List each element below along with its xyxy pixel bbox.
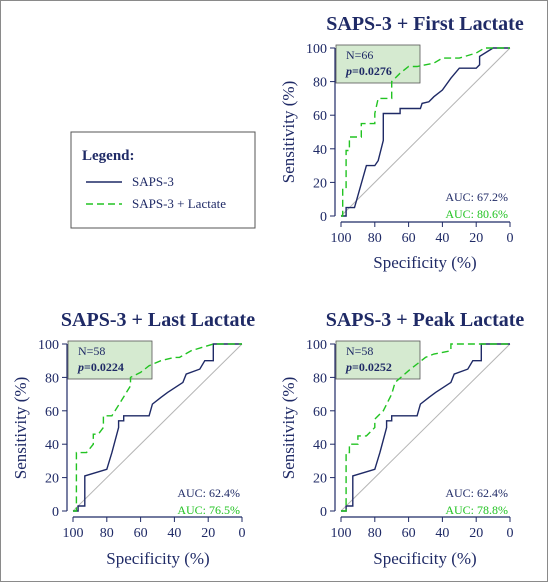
auc-saps3-lactate: AUC: 80.6% [445,207,508,221]
auc-saps3-lactate: AUC: 78.8% [445,503,508,517]
y-tick-label: 100 [38,338,59,353]
auc-saps3: AUC: 67.2% [445,190,508,204]
y-axis-label: Sensitivity (%) [279,81,298,183]
x-axis-label: Specificity (%) [373,253,476,272]
y-tick-label: 20 [45,472,59,487]
stat-box [67,340,153,380]
x-tick-label: 100 [331,526,352,541]
x-tick-label: 0 [239,526,246,541]
auc-saps3-lactate: AUC: 76.5% [177,503,240,517]
x-tick-label: 40 [435,526,449,541]
p-value-label: p=0.0224 [77,360,124,374]
y-axis-label: Sensitivity (%) [279,377,298,479]
x-tick-label: 20 [469,526,483,541]
p-value: =0.0224 [84,360,124,374]
p-value-label: p=0.0252 [345,360,392,374]
chart-title: SAPS-3 + First Lactate [326,13,524,35]
legend-title: Legend: [82,148,135,164]
x-tick-label: 20 [201,526,215,541]
y-tick-label: 60 [45,405,59,420]
y-tick-label: 100 [306,338,327,353]
x-tick-label: 80 [368,231,382,246]
y-tick-label: 0 [52,505,59,520]
legend-label-saps3-lactate: SAPS-3 + Lactate [132,196,226,211]
n-label: N=66 [346,48,373,62]
y-tick-label: 20 [313,176,327,191]
y-tick-label: 80 [313,76,327,91]
p-symbol: p [77,360,84,374]
diagonal-reference-line [72,343,243,512]
diagonal-reference-line [340,343,511,512]
auc-saps3: AUC: 62.4% [445,486,508,500]
x-tick-label: 100 [331,231,352,246]
p-symbol: p [345,64,352,78]
chart-first-lactate: SAPS-3 + First Lactate Specificity (%) S… [279,13,524,272]
roc-line-saps3-lactate [341,47,510,217]
legend: Legend: SAPS-3 SAPS-3 + Lactate [70,131,256,229]
x-tick-label: 100 [63,526,84,541]
y-tick-label: 100 [306,42,327,57]
stat-box [335,44,421,84]
y-tick-label: 40 [313,438,327,453]
x-tick-label: 60 [134,526,148,541]
n-label: N=58 [346,344,373,358]
y-tick-label: 60 [313,109,327,124]
x-tick-label: 20 [469,231,483,246]
legend-box [70,131,256,229]
roc-line-saps3-lactate [341,343,510,512]
x-tick-label: 0 [507,526,514,541]
x-tick-label: 60 [402,231,416,246]
x-tick-label: 40 [167,526,181,541]
x-tick-label: 60 [402,526,416,541]
y-tick-label: 0 [320,210,327,225]
x-axis-label: Specificity (%) [106,549,209,568]
p-value-label: p=0.0276 [345,64,392,78]
p-symbol: p [345,360,352,374]
p-value: =0.0276 [352,64,392,78]
y-tick-label: 0 [320,505,327,520]
p-value: =0.0252 [352,360,392,374]
x-tick-label: 40 [435,231,449,246]
chart-title: SAPS-3 + Peak Lactate [326,309,525,331]
y-tick-label: 80 [45,371,59,386]
chart-title: SAPS-3 + Last Lactate [61,309,255,331]
roc-line-saps3 [341,47,510,217]
chart-peak-lactate: SAPS-3 + Peak Lactate Specificity (%) Se… [279,309,524,568]
diagonal-reference-line [340,47,511,217]
roc-line-saps3-lactate [73,343,242,512]
legend-label-saps3: SAPS-3 [132,174,174,189]
y-axis-label: Sensitivity (%) [11,377,30,479]
n-label: N=58 [78,344,105,358]
roc-line-saps3 [73,343,242,512]
y-tick-label: 40 [313,143,327,158]
chart-last-lactate: SAPS-3 + Last Lactate Specificity (%) Se… [11,309,255,568]
y-tick-label: 40 [45,438,59,453]
x-tick-label: 0 [507,231,514,246]
y-tick-label: 60 [313,405,327,420]
auc-saps3: AUC: 62.4% [177,486,240,500]
x-tick-label: 80 [368,526,382,541]
y-tick-label: 80 [313,371,327,386]
x-tick-label: 80 [100,526,114,541]
y-tick-label: 20 [313,472,327,487]
x-axis-label: Specificity (%) [373,549,476,568]
roc-line-saps3 [341,343,510,512]
